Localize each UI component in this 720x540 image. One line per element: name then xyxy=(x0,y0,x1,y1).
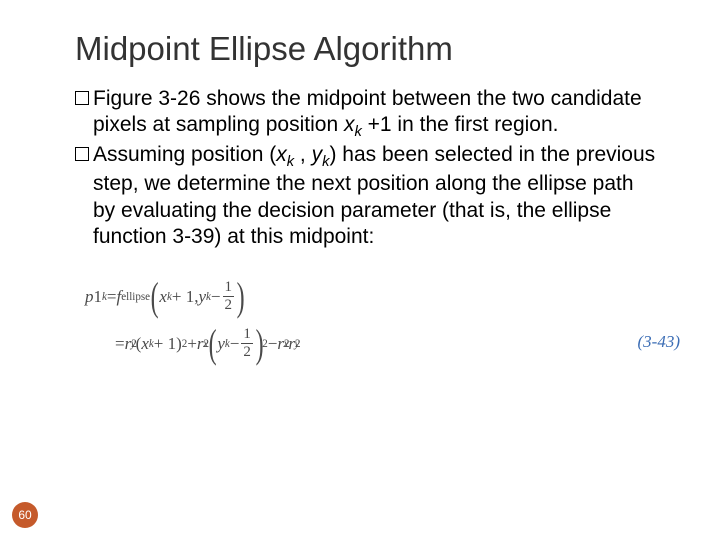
rparen2-icon: ) xyxy=(256,334,264,354)
bullet-2-var2: y xyxy=(312,143,323,166)
bullet-marker-icon xyxy=(75,147,89,161)
slide-container: Midpoint Ellipse Algorithm Figure 3-26 s… xyxy=(0,0,720,540)
page-number: 60 xyxy=(18,508,31,522)
bullet-1-content: Figure 3-26 shows the midpoint between t… xyxy=(93,86,660,142)
bullet-marker-icon xyxy=(75,91,89,105)
eq-equals: = xyxy=(107,287,117,307)
bullet-1-post: +1 in the first region. xyxy=(362,113,559,136)
eq-yk-var2: y xyxy=(217,334,225,354)
bullet-1: Figure 3-26 shows the midpoint between t… xyxy=(75,86,660,142)
bullet-1-var1: x xyxy=(344,113,355,136)
eq-xk-var2: x xyxy=(141,334,149,354)
eq-frac-1: 1 2 xyxy=(223,280,235,313)
slide-title: Midpoint Ellipse Algorithm xyxy=(75,30,660,68)
eq-lhs-var: p xyxy=(85,287,94,307)
eq-line2-eq: = xyxy=(115,334,125,354)
bullet-2-pre: Assuming position ( xyxy=(93,143,276,166)
eq-arg-minus: − xyxy=(211,287,221,307)
eq-minus3: − xyxy=(268,334,278,354)
equation-line-1: p1k = fellipse ( xk + 1, yk − 1 2 ) xyxy=(85,280,660,313)
eq-frac1-num: 1 xyxy=(223,280,235,297)
equation-line-2: = r2y (xk + 1)2 + r2x ( yk − 1 2 )2 − r2… xyxy=(115,327,660,360)
bullet-2-content: Assuming position (xk , yk) has been sel… xyxy=(93,142,660,250)
rparen-icon: ) xyxy=(237,287,245,307)
eq-minus2: − xyxy=(230,334,240,354)
bullet-2-sub1: k xyxy=(287,154,294,170)
lparen-icon: ( xyxy=(151,287,159,307)
bullet-2-mid1: , xyxy=(294,143,312,166)
eq-rx-sub: x xyxy=(203,338,208,350)
eq-frac2-num: 1 xyxy=(241,327,253,344)
bullet-1-sub1: k xyxy=(354,124,361,140)
eq-argx-plus: + 1, xyxy=(172,287,199,307)
bullet-2: Assuming position (xk , yk) has been sel… xyxy=(75,142,660,250)
eq-plus1text: + 1 xyxy=(154,334,176,354)
page-number-badge: 60 xyxy=(12,502,38,528)
body-text: Figure 3-26 shows the midpoint between t… xyxy=(75,86,660,250)
equation-block: p1k = fellipse ( xk + 1, yk − 1 2 ) = r2… xyxy=(85,280,660,360)
eq-argy-var: y xyxy=(198,287,206,307)
eq-frac-2: 1 2 xyxy=(241,327,253,360)
bullet-2-var1: x xyxy=(276,143,287,166)
eq-argx-var: x xyxy=(159,287,167,307)
eq-lhs-num: 1 xyxy=(94,287,103,307)
lparen2-icon: ( xyxy=(209,334,217,354)
eq-frac2-den: 2 xyxy=(243,344,251,360)
eq-func-sub: ellipse xyxy=(121,291,150,303)
eq-frac1-den: 2 xyxy=(225,297,233,313)
eq-plus: + xyxy=(187,334,197,354)
equation-number: (3-43) xyxy=(638,332,680,352)
eq-ry2-sub: y xyxy=(295,338,300,350)
